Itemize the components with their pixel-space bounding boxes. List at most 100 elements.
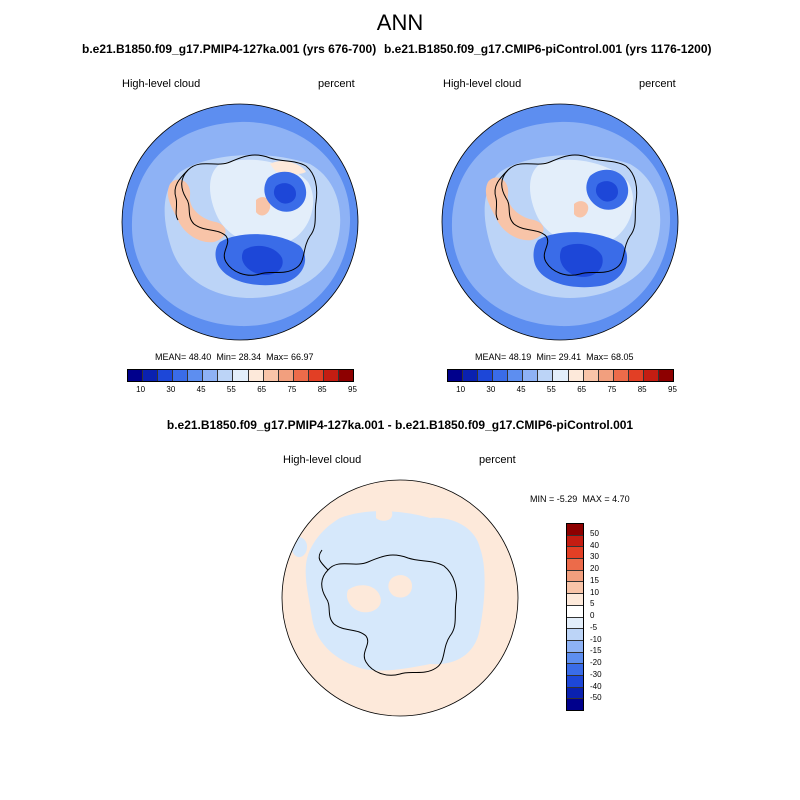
right-polar-map (441, 103, 679, 341)
diff-colorbar-tick-label: 50 (590, 528, 599, 538)
diff-polar-map (281, 479, 519, 717)
diff-colorbar-box (567, 547, 583, 560)
left-polar-map (121, 103, 359, 341)
diff-colorbar-box (567, 652, 583, 665)
right-colorbar-box (598, 370, 614, 381)
left-colorbar-box (308, 370, 324, 381)
right-mean-label: MEAN= (475, 352, 507, 362)
diff-colorbar-box (567, 687, 583, 700)
right-colorbar-box (508, 370, 524, 381)
left-colorbar-box (128, 370, 144, 381)
left-min-value: 28.34 (238, 352, 262, 362)
diff-colorbar-tick-label: -5 (590, 622, 598, 632)
right-colorbar-box (523, 370, 539, 381)
right-colorbar-tick-label: 95 (668, 385, 677, 394)
right-colorbar-box (538, 370, 554, 381)
left-colorbar-box (248, 370, 264, 381)
left-colorbar-box (143, 370, 159, 381)
left-case-title: b.e21.B1850.f09_g17.PMIP4-127ka.001 (yrs… (82, 42, 377, 56)
left-colorbar-box (158, 370, 174, 381)
left-colorbar-tick-label: 65 (257, 385, 267, 394)
left-colorbar-box (323, 370, 339, 381)
right-min-value: 29.41 (558, 352, 582, 362)
diff-colorbar-box (567, 675, 583, 688)
diff-min-label: MIN = (530, 494, 555, 504)
diff-min-value: -5.29 (556, 494, 578, 504)
left-colorbar-box (203, 370, 219, 381)
left-stats: MEAN= 48.40 Min= 28.34 Max= 66.97 (155, 352, 313, 362)
left-mean-value: 48.40 (188, 352, 212, 362)
diff-colorbar-tick-label: 0 (590, 611, 595, 620)
diff-colorbar-tick-label: -50 (590, 693, 602, 703)
left-colorbar-tick-label: 45 (196, 385, 206, 394)
right-max-value: 68.05 (610, 352, 634, 362)
diff-colorbar-tick-label: -10 (590, 634, 602, 644)
left-colorbar-tick-label: 95 (348, 385, 357, 394)
right-colorbar-box (493, 370, 509, 381)
right-colorbar-box (613, 370, 629, 381)
left-min-label: Min= (216, 352, 237, 362)
diff-colorbar-tick-label: 10 (590, 587, 599, 597)
right-colorbar-tick-label: 55 (546, 385, 556, 394)
diff-max-value: 4.70 (612, 494, 630, 504)
main-title: ANN (376, 10, 424, 35)
diff-colorbar-box (567, 559, 583, 571)
left-variable-label: High-level cloud (122, 78, 201, 90)
right-colorbar-box (478, 370, 494, 381)
left-max-label: Max= (266, 352, 289, 362)
diff-colorbar-tick-label: 40 (590, 540, 599, 550)
right-colorbar-box (643, 370, 659, 381)
diff-colorbar-tick-label: -40 (590, 681, 602, 691)
right-colorbar-tick-label: 75 (607, 385, 617, 394)
diff-max-label: MAX = (582, 494, 610, 504)
diff-colorbar-box (567, 629, 583, 641)
right-colorbar-tick-label: 65 (577, 385, 587, 394)
right-colorbar-tick-label: 10 (456, 385, 466, 394)
right-max-label: Max= (586, 352, 609, 362)
diff-colorbar-tick-label: -15 (590, 646, 602, 656)
diff-colorbar-box (567, 594, 583, 606)
left-colorbar-box (233, 370, 249, 381)
diff-colorbar-box (567, 605, 583, 618)
right-mean-value: 48.19 (508, 352, 532, 362)
right-colorbar-tick-label: 85 (637, 385, 647, 394)
diff-colorbar-tick-label: 15 (590, 575, 599, 585)
left-colorbar-ticks: 10 30 45 55 65 75 85 95 (127, 385, 357, 397)
left-colorbar-tick-label: 85 (317, 385, 327, 394)
diff-stats: MIN = -5.29 MAX = 4.70 (530, 494, 630, 504)
right-case-title: b.e21.B1850.f09_g17.CMIP6-piControl.001 … (384, 42, 712, 56)
right-colorbar-box (658, 370, 673, 381)
left-colorbar-box (173, 370, 189, 381)
right-colorbar-box (448, 370, 464, 381)
diff-colorbar-box (567, 570, 583, 583)
left-colorbar-tick-label: 30 (166, 385, 176, 394)
right-colorbar-tick-label: 30 (486, 385, 496, 394)
diff-colorbar-box (567, 524, 583, 536)
left-colorbar-box (293, 370, 309, 381)
diff-variable-label: High-level cloud (283, 454, 362, 466)
right-colorbar-tick-label: 45 (516, 385, 526, 394)
left-colorbar-box (338, 370, 353, 381)
right-variable-label: High-level cloud (443, 78, 522, 90)
diff-title: b.e21.B1850.f09_g17.PMIP4-127ka.001 - b.… (166, 418, 634, 432)
left-colorbar-box (278, 370, 294, 381)
right-colorbar-box (628, 370, 644, 381)
right-stats: MEAN= 48.19 Min= 29.41 Max= 68.05 (475, 352, 633, 362)
diff-colorbar-box (567, 617, 583, 630)
diff-colorbar-box (567, 699, 583, 710)
diff-colorbar-tick-label: -20 (590, 658, 602, 667)
left-colorbar-tick-label: 10 (136, 385, 146, 394)
diff-units-label: percent (479, 454, 516, 466)
left-colorbar-box (218, 370, 234, 381)
diff-colorbar-ticks: 50 40 30 20 15 10 5 0 -5 -10 -15 -20 -30 -40 -50 (590, 523, 620, 711)
right-colorbar-ticks: 10 30 45 55 65 75 85 95 (447, 385, 677, 397)
diff-colorbar-tick-label: 30 (590, 552, 599, 562)
right-min-label: Min= (536, 352, 557, 362)
diff-colorbar (566, 523, 584, 711)
left-mean-label: MEAN= (155, 352, 187, 362)
right-colorbar (447, 369, 674, 382)
diff-colorbar-box (567, 664, 583, 676)
right-colorbar-box (568, 370, 584, 381)
right-colorbar-box (583, 370, 599, 381)
diff-colorbar-tick-label: 20 (590, 564, 599, 573)
